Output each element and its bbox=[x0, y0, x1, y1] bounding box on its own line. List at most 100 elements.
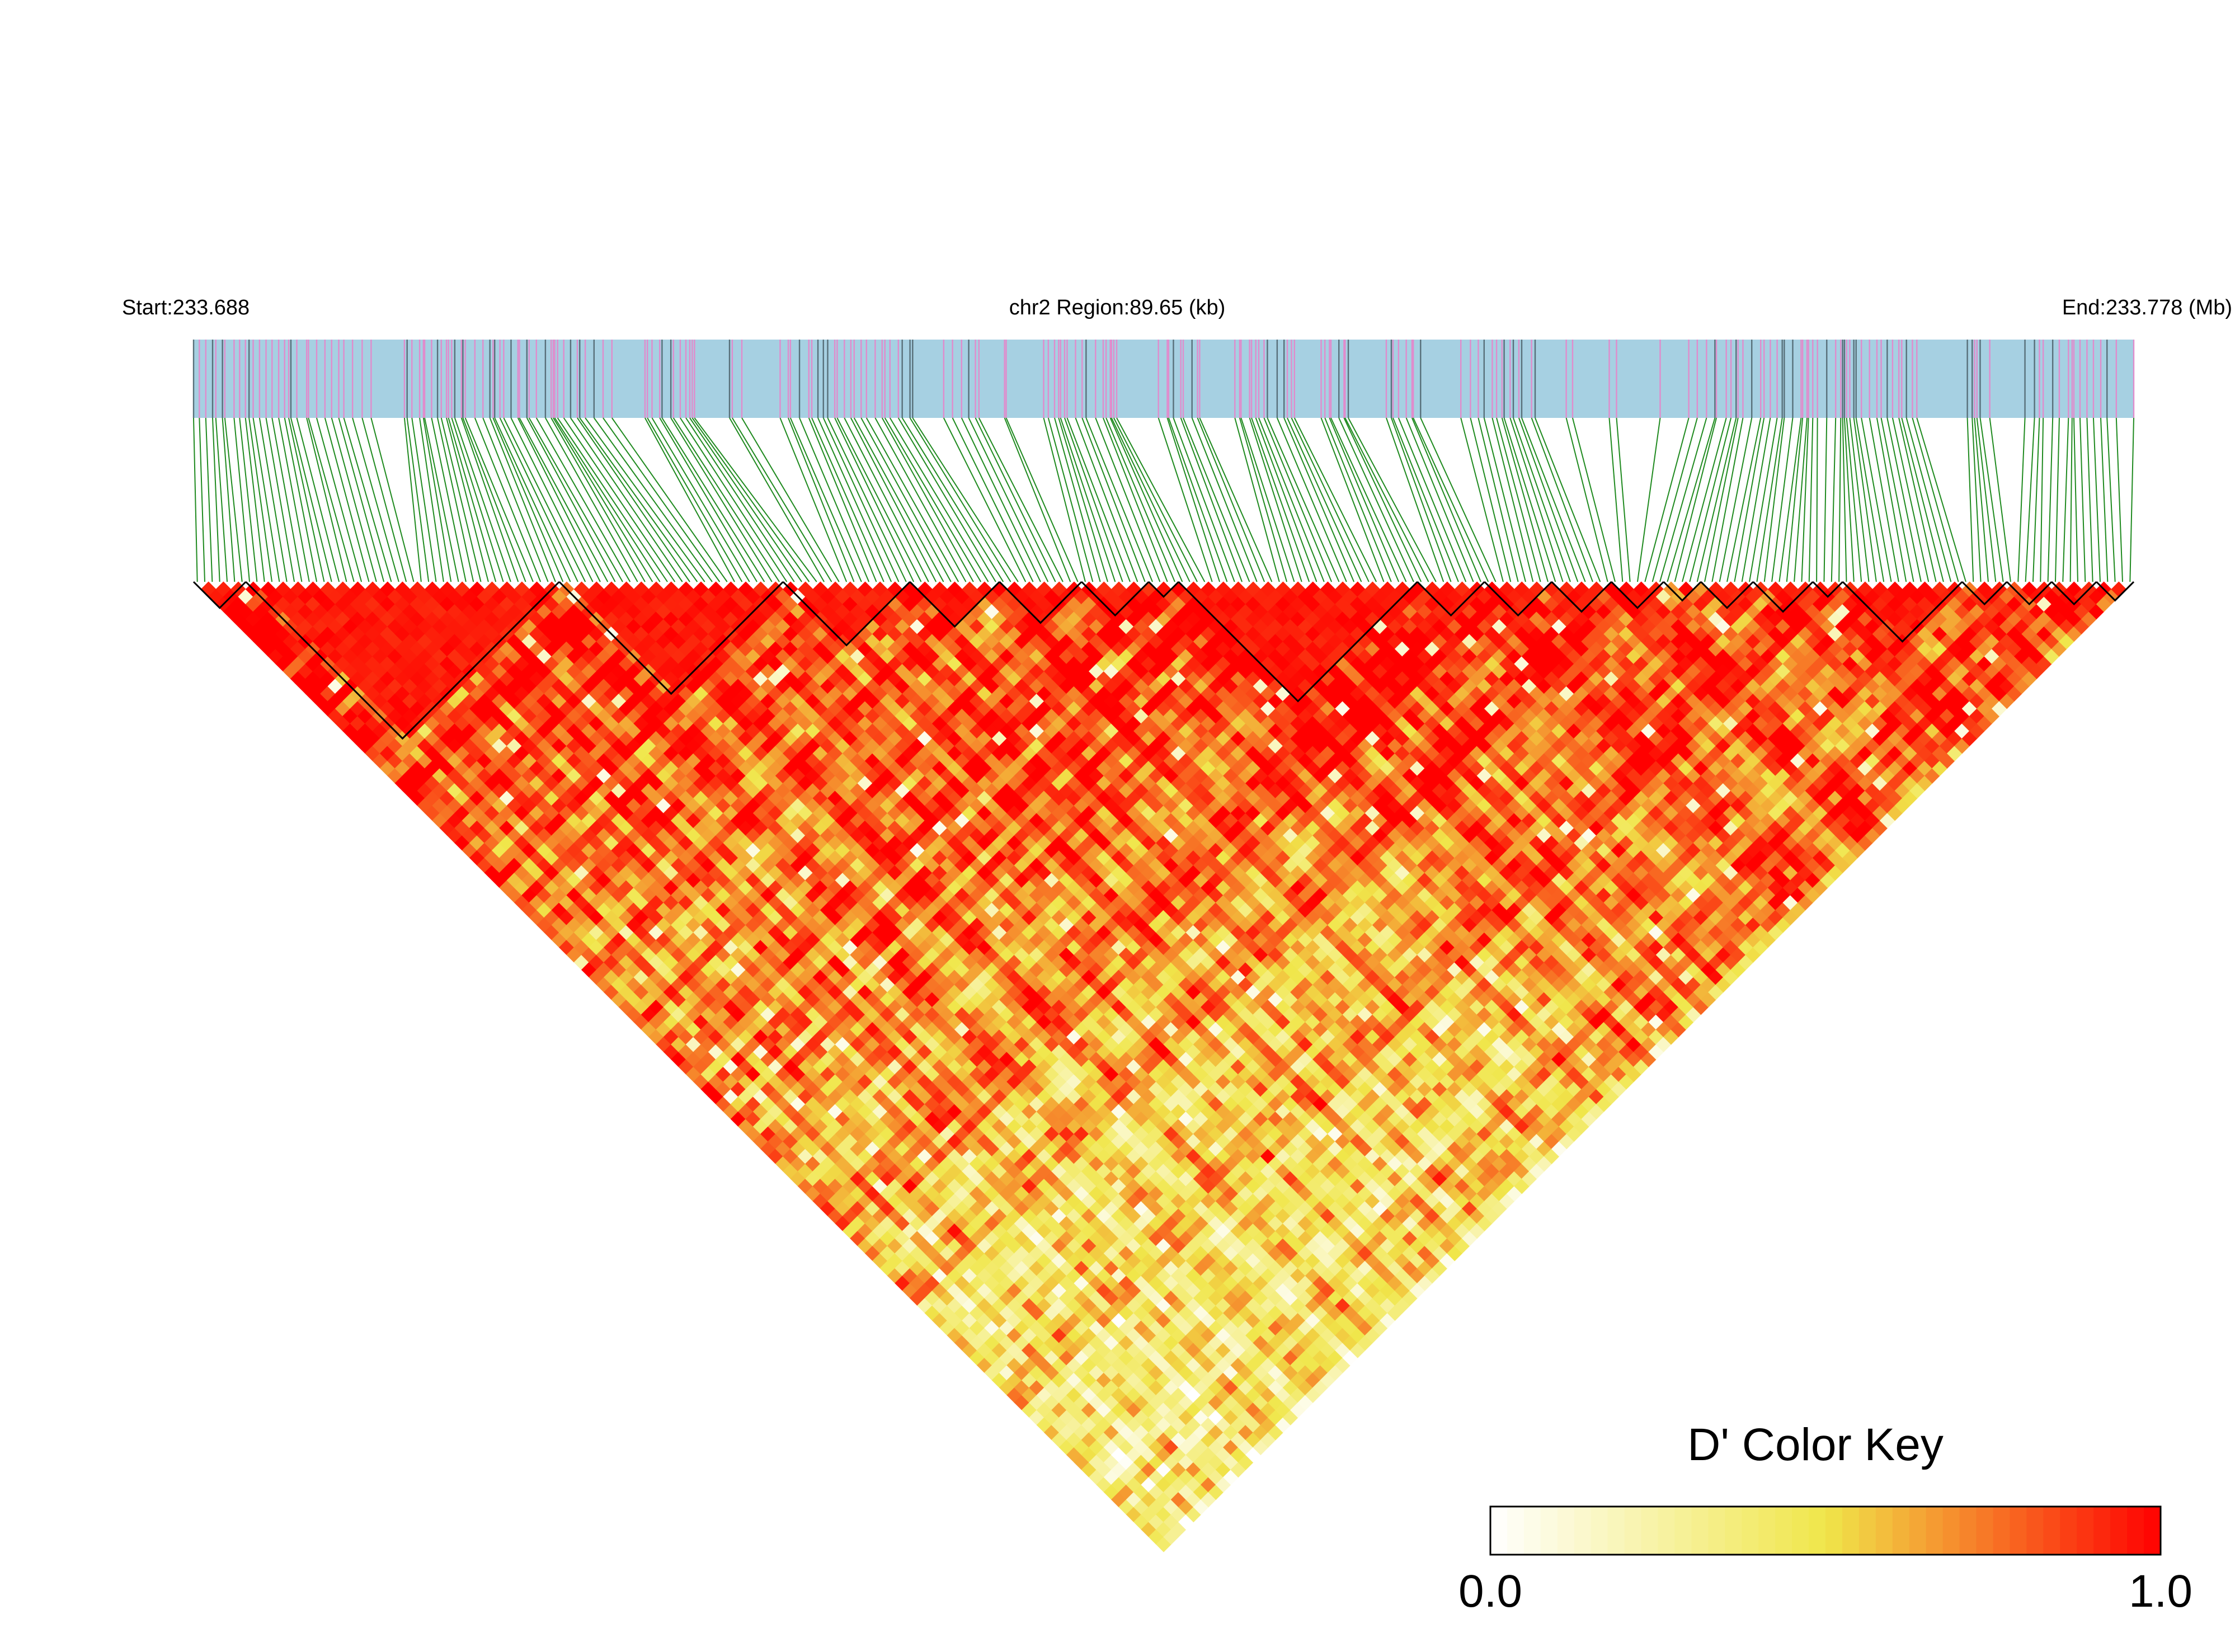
snp-connector bbox=[446, 417, 489, 582]
snp-connector bbox=[579, 417, 698, 582]
snp-connector bbox=[1491, 417, 1534, 582]
snp-connector bbox=[557, 417, 668, 582]
snp-connector bbox=[1496, 417, 1541, 582]
snp-connector bbox=[1846, 417, 1862, 582]
snp-connector bbox=[1420, 417, 1497, 582]
snp-connector bbox=[672, 417, 780, 582]
snp-connector bbox=[2025, 417, 2035, 582]
snp-connector bbox=[278, 417, 310, 582]
snp-connector bbox=[1966, 417, 1974, 582]
snp-connector bbox=[691, 417, 810, 582]
snp-connector bbox=[732, 417, 832, 582]
snp-connector bbox=[1816, 417, 1818, 582]
snp-connector bbox=[1571, 417, 1616, 582]
snp-connector bbox=[224, 417, 243, 582]
snp-connector bbox=[1916, 417, 1966, 582]
snp-connector bbox=[952, 417, 1034, 582]
snp-connector bbox=[881, 417, 974, 582]
snp-connector bbox=[499, 417, 578, 582]
snp-connector bbox=[2079, 417, 2086, 582]
snp-connector bbox=[1521, 417, 1586, 582]
snp-connector bbox=[1726, 417, 1762, 582]
snp-connector bbox=[545, 417, 638, 582]
snp-connector bbox=[550, 417, 646, 582]
snp-connector bbox=[670, 417, 773, 582]
snp-connector bbox=[827, 417, 907, 582]
snp-connector bbox=[1191, 417, 1258, 582]
snp-connector bbox=[897, 417, 996, 582]
snp-connector bbox=[968, 417, 1049, 582]
snp-connector bbox=[284, 417, 318, 582]
snp-connector bbox=[252, 417, 280, 582]
snp-connector bbox=[1531, 417, 1593, 582]
snp-connector bbox=[1682, 417, 1727, 582]
snp-connector bbox=[1898, 417, 1937, 582]
snp-connector bbox=[528, 417, 623, 582]
snp-connector bbox=[788, 417, 855, 582]
snp-connector bbox=[205, 417, 213, 582]
snp-connector bbox=[1513, 417, 1571, 582]
snp-connector bbox=[1109, 417, 1183, 582]
snp-connector bbox=[1392, 417, 1459, 582]
snp-connector bbox=[1197, 417, 1265, 582]
snp-connector bbox=[306, 417, 347, 582]
snp-connector bbox=[233, 417, 251, 582]
snp-connector bbox=[659, 417, 757, 582]
snp-connector bbox=[1696, 417, 1737, 582]
snp-connector bbox=[1287, 417, 1362, 582]
snp-connector bbox=[2054, 417, 2060, 582]
snp-connector bbox=[2062, 417, 2069, 582]
snp-connector bbox=[1503, 417, 1556, 582]
snp-connector bbox=[1842, 417, 1847, 582]
snp-connector bbox=[271, 417, 303, 582]
snp-connector bbox=[1989, 417, 2011, 582]
snp-connector bbox=[603, 417, 721, 582]
snp-connector bbox=[338, 417, 385, 582]
snp-connector bbox=[1794, 417, 1808, 582]
snp-connector bbox=[1047, 417, 1094, 582]
snp-connector bbox=[1338, 417, 1414, 582]
snp-connector bbox=[834, 417, 915, 582]
snp-connector bbox=[1644, 417, 1690, 582]
snp-connector bbox=[554, 417, 661, 582]
snp-connector bbox=[464, 417, 534, 582]
snp-connector bbox=[912, 417, 1019, 582]
snp-connector bbox=[424, 417, 459, 582]
snp-connector bbox=[1411, 417, 1481, 582]
snp-connector bbox=[553, 417, 653, 582]
snp-connector bbox=[2086, 417, 2093, 582]
snp-connector bbox=[1535, 417, 1601, 582]
snp-connector bbox=[411, 417, 437, 582]
snp-connector bbox=[1891, 417, 1930, 582]
snp-connector bbox=[494, 417, 571, 582]
snp-connector bbox=[1886, 417, 1922, 582]
snp-connector bbox=[1901, 417, 1944, 582]
snp-connector bbox=[489, 417, 556, 582]
snp-connector bbox=[1102, 417, 1168, 582]
snp-connector bbox=[563, 417, 676, 582]
snp-connector bbox=[1976, 417, 1997, 582]
snp-connector bbox=[1501, 417, 1549, 582]
snp-connector bbox=[526, 417, 616, 582]
snp-connector bbox=[729, 417, 825, 582]
snp-connector bbox=[978, 417, 1064, 582]
snp-connector bbox=[352, 417, 399, 582]
snp-connector bbox=[343, 417, 392, 582]
snp-connector bbox=[288, 417, 325, 582]
snp-connector bbox=[1324, 417, 1392, 582]
snp-connector bbox=[1111, 417, 1191, 582]
snp-connector bbox=[1105, 417, 1175, 582]
snp-connector bbox=[2092, 417, 2101, 582]
snp-connector bbox=[1199, 417, 1273, 582]
snp-connector bbox=[296, 417, 340, 582]
ld-triangle-heatmap bbox=[200, 581, 2127, 1552]
snp-connector bbox=[1240, 417, 1295, 582]
snp-connector bbox=[331, 417, 377, 582]
snp-connector bbox=[422, 417, 452, 582]
snp-connector bbox=[1158, 417, 1213, 582]
snp-connector bbox=[1234, 417, 1280, 582]
snp-connector bbox=[1876, 417, 1907, 582]
snp-connector bbox=[2069, 417, 2073, 582]
snp-connector bbox=[1391, 417, 1452, 582]
